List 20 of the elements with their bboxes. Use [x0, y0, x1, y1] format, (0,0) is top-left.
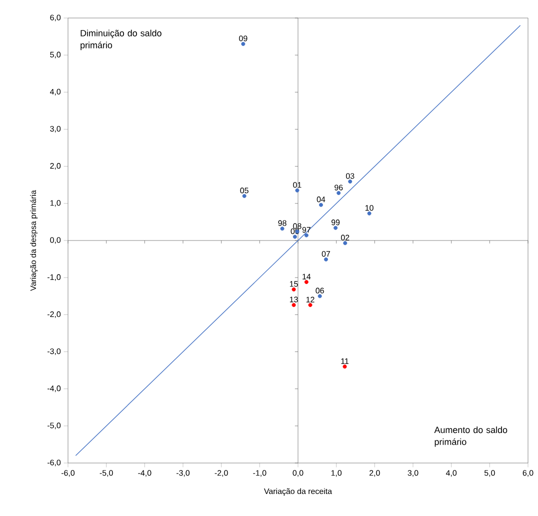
point	[348, 180, 352, 184]
point	[292, 303, 296, 308]
point	[241, 42, 246, 46]
point	[342, 364, 347, 369]
point	[304, 233, 308, 238]
point	[295, 188, 300, 192]
point	[343, 241, 348, 246]
annotation: Diminuição do saldo primário	[80, 30, 162, 50]
point	[324, 257, 328, 262]
point	[308, 303, 312, 308]
point	[242, 194, 246, 198]
point	[318, 294, 322, 298]
point	[367, 211, 372, 216]
point	[319, 202, 323, 207]
point	[336, 191, 341, 196]
point	[280, 226, 284, 231]
annotation: Aumento do saldo primário	[434, 426, 508, 447]
point	[334, 226, 338, 230]
point	[292, 287, 296, 292]
point	[304, 280, 308, 284]
